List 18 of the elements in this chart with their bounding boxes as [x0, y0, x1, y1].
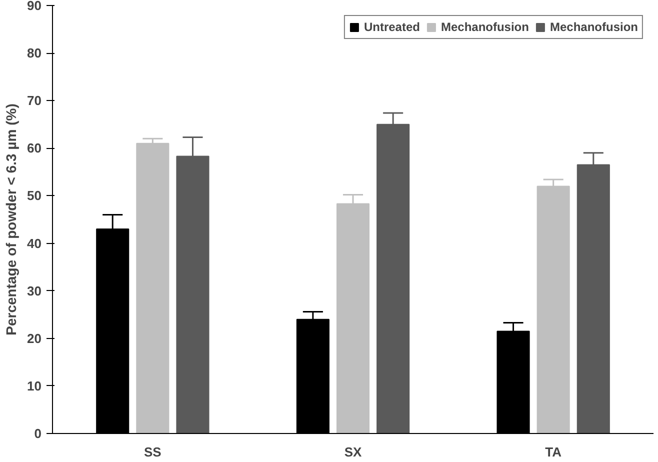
y-tick-label: 70: [27, 93, 42, 108]
y-axis-title: Percentage of powder < 6.3 µm (%): [3, 104, 20, 336]
legend-label: Mechanofusion: [550, 20, 638, 34]
y-tick-label: 30: [27, 283, 42, 298]
y-tick-label: 60: [27, 140, 42, 156]
y-tick-label: 10: [27, 378, 42, 394]
legend-label: Untreated: [364, 20, 420, 34]
y-tick-label: 50: [27, 188, 42, 204]
x-tick-label: SS: [144, 444, 162, 460]
y-tick-label: 40: [27, 236, 42, 251]
y-tick-label: 20: [27, 330, 42, 346]
y-tick-label: 90: [27, 0, 42, 13]
x-tick-label: TA: [545, 444, 562, 460]
bar: [136, 142, 170, 434]
y-tick-label: 80: [27, 46, 42, 61]
legend-label: Mechanofusion: [440, 20, 529, 34]
x-tick-label: SX: [344, 444, 362, 460]
y-tick-label: 0: [34, 426, 42, 441]
